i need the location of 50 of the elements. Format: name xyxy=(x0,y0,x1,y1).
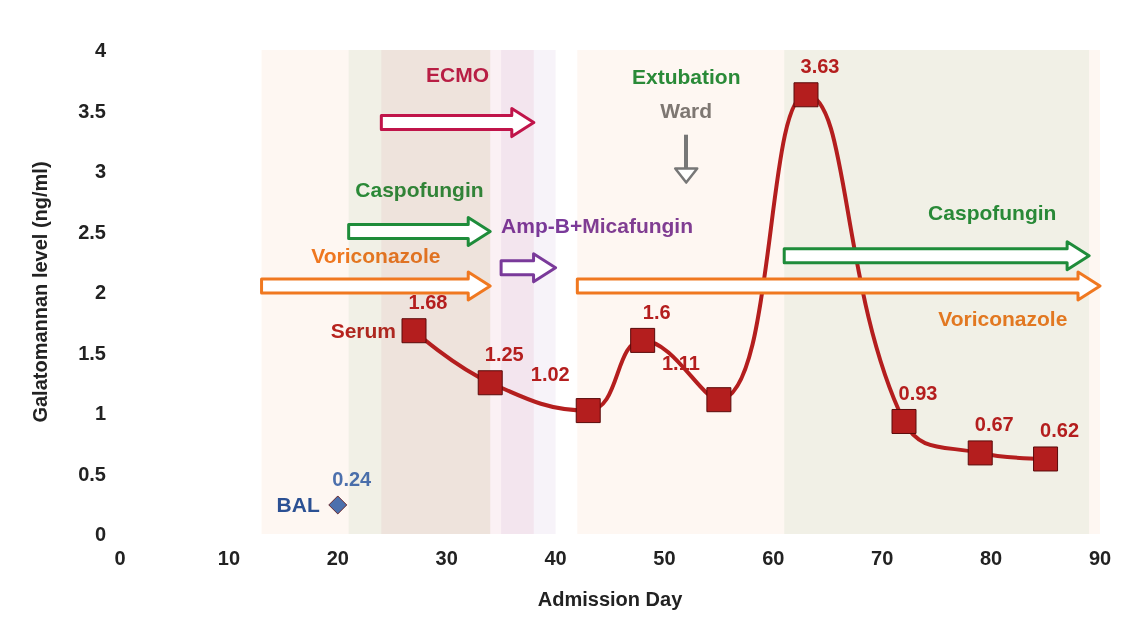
x-tick-label: 0 xyxy=(114,547,126,569)
x-tick-label: 30 xyxy=(435,547,458,569)
x-axis-title: Admission Day xyxy=(537,588,684,610)
x-tick-label: 90 xyxy=(1088,547,1112,569)
series-label: BAL xyxy=(276,493,320,517)
band-label: ECMO xyxy=(426,62,490,86)
x-tick-label: 20 xyxy=(326,547,349,569)
annotation: Extubation xyxy=(631,65,741,89)
band-label: Caspofungin xyxy=(355,177,484,201)
data-label: 1.25 xyxy=(484,343,524,366)
point xyxy=(575,398,601,424)
data-label: 0.62 xyxy=(1040,419,1080,442)
x-tick-label: 40 xyxy=(544,547,567,569)
data-label: 1.6 xyxy=(642,300,671,323)
band-label: Amp-B+Micafungin xyxy=(501,213,694,237)
data-label: 1.02 xyxy=(530,363,570,386)
x-tick-label: 50 xyxy=(653,547,676,569)
y-axis-title: Galatomannan level (ng/ml) xyxy=(29,161,51,423)
y-tick-label: 4 xyxy=(94,39,107,61)
y-tick-label: 1 xyxy=(94,402,106,424)
x-tick-label: 60 xyxy=(762,547,785,569)
point xyxy=(477,370,503,396)
x-tick-label: 10 xyxy=(217,547,241,569)
point xyxy=(967,440,993,466)
x-tick-label: 70 xyxy=(871,547,894,569)
x-tick-label: 80 xyxy=(979,547,1003,569)
point xyxy=(1033,446,1059,472)
band-label: Caspofungin xyxy=(928,200,1057,224)
y-tick-label: 0.5 xyxy=(78,462,106,485)
point xyxy=(630,327,656,353)
y-tick-label: 2.5 xyxy=(78,220,106,243)
y-tick-label: 0 xyxy=(94,523,106,545)
data-label: 0.24 xyxy=(332,468,373,491)
series-label: Serum xyxy=(330,319,396,343)
y-tick-label: 1.5 xyxy=(78,341,106,364)
point xyxy=(793,82,819,108)
point xyxy=(401,318,427,344)
y-tick-label: 3.5 xyxy=(78,99,106,122)
data-label: 0.67 xyxy=(974,413,1014,436)
data-label: 0.93 xyxy=(898,381,938,404)
y-tick-label: 2 xyxy=(94,281,106,303)
point xyxy=(891,408,917,434)
point xyxy=(706,387,732,413)
y-tick-label: 3 xyxy=(94,160,106,182)
data-label: 1.68 xyxy=(408,291,448,314)
ref-line-label: Ward xyxy=(660,99,713,122)
band-label: Voriconazole xyxy=(311,244,441,268)
point xyxy=(328,495,348,515)
data-label: 3.63 xyxy=(800,55,840,78)
band-label: Voriconazole xyxy=(938,307,1068,331)
